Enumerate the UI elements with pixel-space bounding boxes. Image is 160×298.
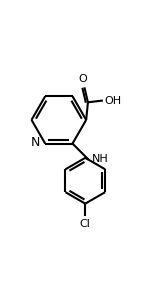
Text: N: N [31, 136, 40, 149]
Text: NH: NH [92, 153, 109, 164]
Text: OH: OH [105, 96, 122, 105]
Text: Cl: Cl [80, 220, 91, 229]
Text: O: O [78, 74, 87, 84]
